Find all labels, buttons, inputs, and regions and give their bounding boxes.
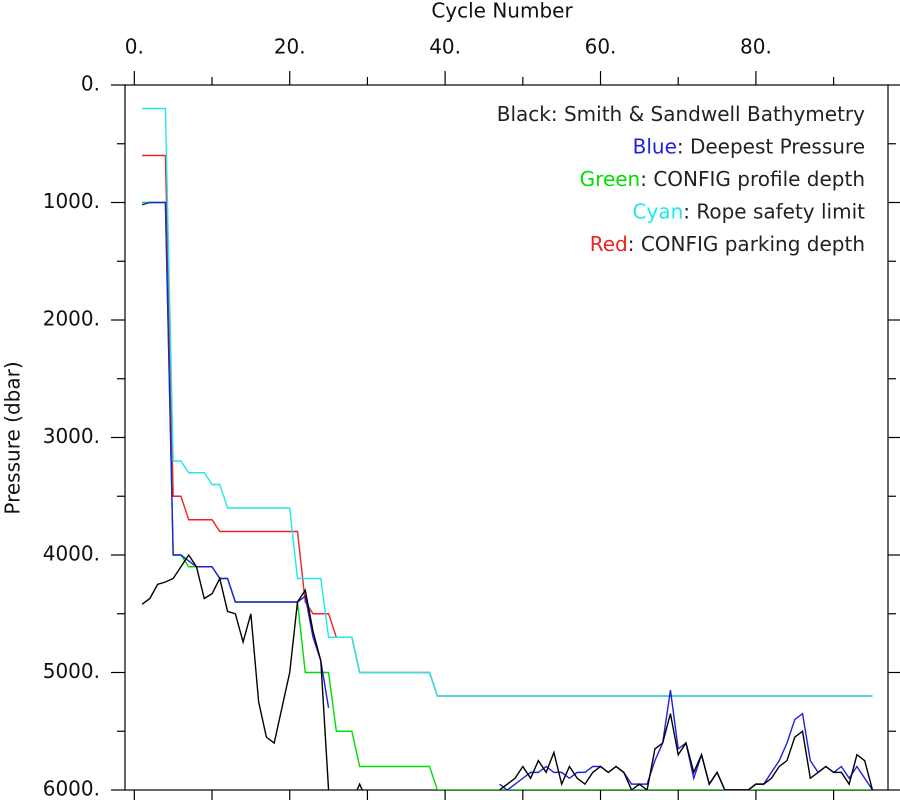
legend-text: : Smith & Sandwell Bathymetry (551, 102, 865, 126)
x-tick-label: 80. (740, 35, 772, 59)
legend-text: : CONFIG profile depth (640, 167, 865, 191)
legend-color-name: Green (580, 167, 641, 191)
series-line (142, 107, 873, 697)
legend-text: : Rope safety limit (683, 199, 865, 223)
legend-text: : Deepest Pressure (677, 134, 865, 158)
legend-entry: Blue: Deepest Pressure (633, 134, 865, 158)
x-tick-label: 60. (585, 35, 617, 59)
y-tick-label: 5000. (43, 659, 100, 683)
legend-entry: Black: Smith & Sandwell Bathymetry (497, 102, 865, 126)
x-tick-label: 20. (274, 35, 306, 59)
legend-entry: Cyan: Rope safety limit (633, 199, 866, 223)
plot-frame (124, 84, 889, 791)
y-tick-label: 6000. (43, 777, 100, 800)
series-line (141, 553, 874, 790)
legend-color-name: Black (497, 102, 552, 126)
legend-color-name: Cyan (633, 199, 684, 223)
y-tick-label: 0. (81, 72, 100, 96)
legend-entry: Red: CONFIG parking depth (590, 232, 865, 256)
legend-color-name: Red (590, 232, 628, 256)
x-tick-label: 40. (429, 35, 461, 59)
plot-lines (141, 107, 874, 790)
x-tick-label: 0. (125, 35, 144, 59)
legend-text: : CONFIG parking depth (628, 232, 865, 256)
legend-color-name: Blue (633, 134, 677, 158)
series-line (141, 201, 874, 790)
x-axis-label: Cycle Number (431, 0, 573, 23)
y-tick-label: 3000. (43, 424, 100, 448)
series-line (142, 201, 873, 790)
y-axis-label: Pressure (dbar) (1, 361, 25, 514)
y-tick-label: 1000. (43, 189, 100, 213)
y-tick-label: 2000. (43, 307, 100, 331)
legend-entry: Green: CONFIG profile depth (580, 167, 865, 191)
y-tick-label: 4000. (43, 542, 100, 566)
